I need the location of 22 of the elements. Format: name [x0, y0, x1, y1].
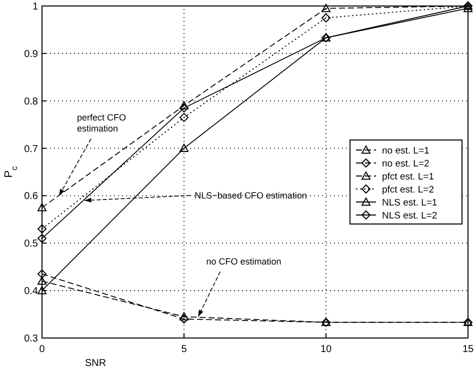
y-tick-label: 0.8: [24, 96, 38, 108]
y-tick-label: 0.3: [24, 334, 38, 344]
legend-label: NLS est. L=2: [382, 210, 438, 222]
y-tick-label: 0.4: [24, 286, 38, 298]
y-tick-label: 1: [32, 2, 38, 12]
y-tick-label: 0.6: [24, 191, 38, 202]
y-tick-label: 0.7: [24, 144, 38, 155]
legend-label: pfct est. L=1: [382, 172, 434, 182]
annotation: NLS−based CFO estimation: [194, 190, 307, 200]
x-tick-label: 0: [39, 344, 46, 355]
annotation: no CFO estimation: [206, 256, 282, 267]
x-tick-label: 5: [181, 344, 188, 355]
y-tick-label: 0.5: [24, 238, 38, 250]
legend-label: NLS est. L=1: [382, 198, 438, 208]
legend-label: no est. L=1: [382, 146, 430, 156]
x-tick-label: 10: [320, 344, 332, 355]
x-tick-label: 15: [462, 344, 474, 355]
x-axis-title: SNR: [85, 358, 106, 369]
annotation: perfect CFO estimation: [77, 112, 126, 134]
y-tick-label: 0.9: [24, 48, 38, 60]
legend-label: no est. L=2: [382, 158, 430, 170]
legend-label: pfct est. L=2: [382, 184, 434, 196]
